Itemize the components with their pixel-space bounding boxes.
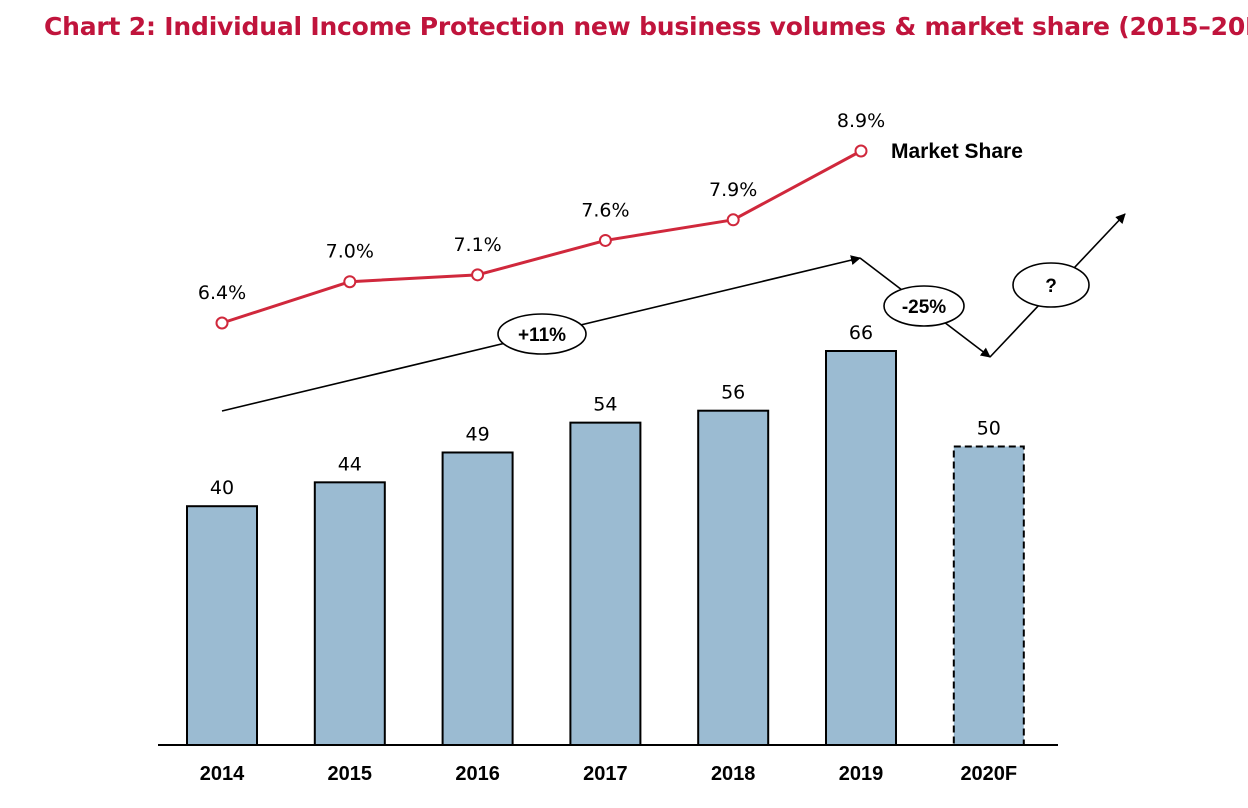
bar-2017: [569, 421, 642, 746]
market-share-label-2017: 7.6%: [581, 199, 629, 221]
decline-callout-bubble: [883, 285, 965, 327]
market-share-label-2014: 6.4%: [198, 282, 246, 304]
market-share-label-2019: 8.9%: [837, 110, 885, 132]
uncertain-callout-label: ?: [1045, 276, 1057, 297]
market-share-point-2019: [854, 144, 868, 158]
x-axis: 2014 2015 2016 2017 2018 2019 2020F: [158, 744, 1058, 785]
x-tick-label-2018: 2018: [711, 763, 756, 785]
x-tick-label-2019: 2019: [839, 763, 884, 785]
bar-value-label-2019: 66: [849, 322, 873, 344]
decline-callout-label: -25%: [902, 297, 946, 318]
market-share-point-2018: [726, 213, 740, 227]
market-share-point-2016: [471, 268, 485, 282]
bar-2019: [825, 350, 897, 746]
x-tick-label-2017: 2017: [583, 763, 628, 785]
market-share-point-2014: [215, 316, 229, 330]
chart-title: Chart 2: Individual Income Protection ne…: [44, 12, 1248, 41]
growth-callout-label: +11%: [518, 325, 566, 346]
bar-value-label-2014: 40: [210, 477, 234, 499]
market-share-label-2016: 7.1%: [453, 234, 501, 256]
bar-2018: [697, 409, 770, 746]
bar-forecast-2020F: [952, 445, 1025, 746]
x-tick-label-2014: 2014: [200, 763, 245, 785]
market-share-series: 6.4% 7.0% 7.1% 7.6% 7.9% 8.9% Market Share: [198, 110, 1023, 330]
x-tick-label-2015: 2015: [328, 763, 373, 785]
growth-callout-bubble: [497, 313, 587, 355]
uncertain-callout-bubble: [1012, 262, 1090, 308]
bar-2016: [441, 451, 514, 746]
bar-value-label-2017: 54: [593, 394, 617, 416]
x-tick-label-2016: 2016: [455, 763, 500, 785]
trend-arrows: +11% -25%?: [221, 213, 1126, 412]
bar-2014: [186, 505, 258, 746]
market-share-line: [221, 149, 862, 325]
bar-value-label-2020F: 50: [977, 418, 1001, 440]
x-tick-label-2020F: 2020F: [960, 763, 1017, 785]
market-share-series-name: Market Share: [891, 140, 1023, 163]
market-share-point-2017: [598, 233, 612, 247]
bar-value-label-2016: 49: [466, 423, 490, 445]
bar-value-label-2015: 44: [338, 453, 362, 475]
market-share-label-2018: 7.9%: [709, 179, 757, 201]
bar-2015: [313, 481, 386, 746]
bar-value-label-2018: 56: [721, 382, 745, 404]
market-share-label-2015: 7.0%: [326, 241, 374, 263]
bars-layer: 40 44 49 54 56 66 50: [186, 322, 1025, 746]
market-share-point-2015: [343, 275, 357, 289]
